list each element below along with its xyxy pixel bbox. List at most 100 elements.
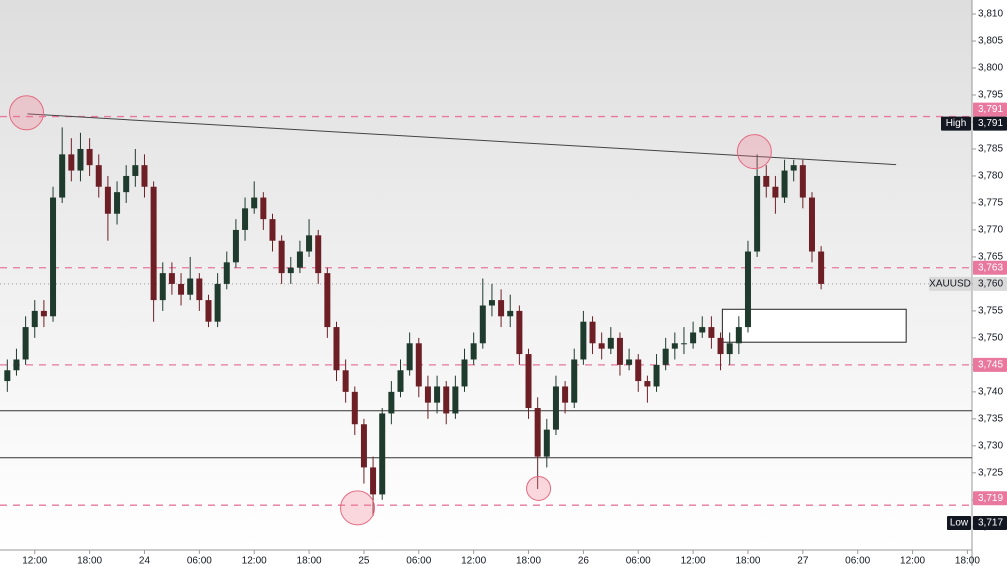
candle-body [296, 251, 303, 268]
candle-body [150, 186, 157, 301]
candle-body [59, 154, 66, 198]
candle-body [324, 273, 331, 328]
price-tag-name-box [929, 276, 971, 291]
candle-body [616, 337, 623, 365]
candle-body [571, 359, 578, 403]
candle-body [772, 186, 779, 198]
candle-body [370, 467, 377, 495]
candle-body [168, 273, 175, 284]
candle-body [470, 343, 477, 360]
candle-body [690, 332, 697, 344]
candle-body [607, 337, 614, 349]
level-tag-label: 3,719 [978, 493, 1003, 504]
price-tag-label: 3,760 [978, 279, 1003, 290]
candle-body [653, 364, 660, 387]
candle-body [699, 327, 706, 333]
candle-body [333, 327, 340, 371]
candle-body [424, 386, 431, 403]
candle-body [799, 165, 806, 198]
candle-body [22, 327, 29, 360]
level-tag-label: 3,745 [978, 360, 1003, 371]
highlight-circle [9, 95, 45, 131]
candle-body [178, 283, 185, 295]
candle-body [580, 321, 587, 360]
y-tick-label: 3,730 [978, 440, 1003, 451]
x-axis-panel [0, 550, 972, 566]
axes: 3,7153,7203,7253,7303,7353,7403,7453,750… [22, 9, 1007, 566]
candle-body [123, 175, 130, 193]
y-tick-label: 3,810 [978, 9, 1003, 20]
candle-body [635, 359, 642, 382]
candle-body [781, 170, 788, 198]
candle-body [342, 370, 349, 392]
x-tick-label: 26 [578, 556, 590, 566]
candle-body [735, 327, 742, 344]
candle-body [13, 359, 20, 371]
price-tag [973, 515, 1007, 530]
x-tick-label: 18:00 [297, 556, 322, 566]
level-tag [973, 102, 1007, 117]
candle-body [562, 386, 569, 403]
candle-body [662, 348, 669, 365]
trendline [27, 113, 897, 166]
candle-body [214, 283, 221, 322]
candle-body [516, 310, 523, 355]
candle-body [626, 359, 633, 365]
candle-body [205, 300, 212, 322]
candle-body [223, 262, 230, 284]
candle-body [534, 408, 541, 457]
y-tick-label: 3,795 [978, 90, 1003, 101]
highlight-circle [736, 134, 772, 170]
candle-body [77, 148, 84, 171]
candle-body [680, 343, 687, 345]
level-tag-label: 3,763 [978, 262, 1003, 273]
x-tick-label: 12:00 [461, 556, 486, 566]
y-tick-label: 3,765 [978, 252, 1003, 263]
level-tag-label: 3,791 [978, 104, 1003, 115]
candle-body [95, 165, 102, 187]
candle-body [488, 300, 495, 306]
candle-body [40, 310, 47, 317]
y-tick-label: 3,775 [978, 198, 1003, 209]
price-tag-name: High [946, 118, 967, 129]
price-tag [973, 276, 1007, 291]
y-tick-label: 3,755 [978, 306, 1003, 317]
x-tick-label: 27 [797, 556, 809, 566]
candle-body [196, 278, 203, 301]
price-tag-name-box [947, 515, 971, 530]
y-tick-label: 3,725 [978, 467, 1003, 478]
candle-body [415, 343, 422, 387]
level-tag [973, 357, 1007, 372]
candle-body [790, 165, 797, 171]
x-tick-label: 06:00 [626, 556, 651, 566]
plot-background [0, 0, 972, 550]
price-tag-label: 3,791 [978, 118, 1003, 129]
x-tick-label: 12:00 [681, 556, 706, 566]
candle-body [406, 343, 413, 371]
x-tick-label: 24 [139, 556, 151, 566]
candle-body [360, 424, 367, 468]
candle-body [808, 197, 815, 252]
y-tick-label: 3,780 [978, 171, 1003, 182]
candle-body [242, 208, 249, 230]
highlight-circle [340, 490, 376, 526]
plot-area [0, 95, 972, 526]
candle-body [114, 192, 121, 214]
candle-body [187, 278, 194, 295]
candle-body [744, 251, 751, 328]
candle-body [141, 165, 148, 187]
candle-body [543, 429, 550, 457]
candle-body [498, 300, 505, 317]
candle-body [818, 251, 825, 284]
candle-body [50, 197, 57, 317]
candle-body [443, 386, 450, 414]
level-tag [973, 491, 1007, 506]
candle-body [315, 235, 322, 274]
price-tag-label: 3,717 [978, 518, 1003, 529]
candle-body [763, 175, 770, 187]
level-tag [973, 260, 1007, 275]
highlight-circle [526, 475, 552, 501]
x-tick-label: 18:00 [516, 556, 541, 566]
y-tick-label: 3,735 [978, 413, 1003, 424]
